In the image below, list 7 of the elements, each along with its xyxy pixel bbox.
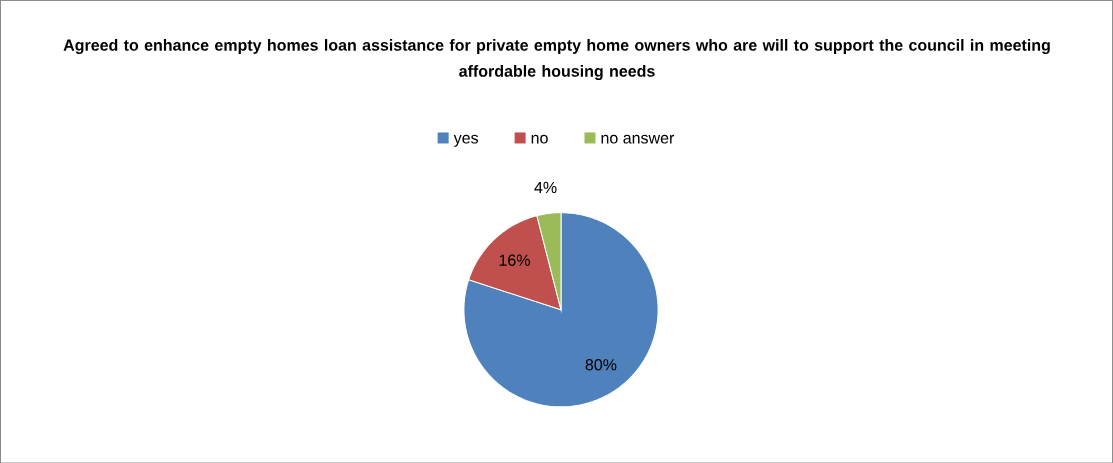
data-label: 16% — [499, 254, 530, 266]
chart-title: Agreed to enhance empty homes loan assistance for private empty home owners who are will to support the council in meeting affordable housing needs — [63, 38, 1050, 80]
data-label: 4% — [534, 181, 557, 193]
legend-label: no — [531, 134, 548, 144]
data-label: 80% — [585, 358, 617, 371]
legend-label: no answer — [601, 134, 675, 144]
legend-label: yes — [453, 134, 478, 147]
